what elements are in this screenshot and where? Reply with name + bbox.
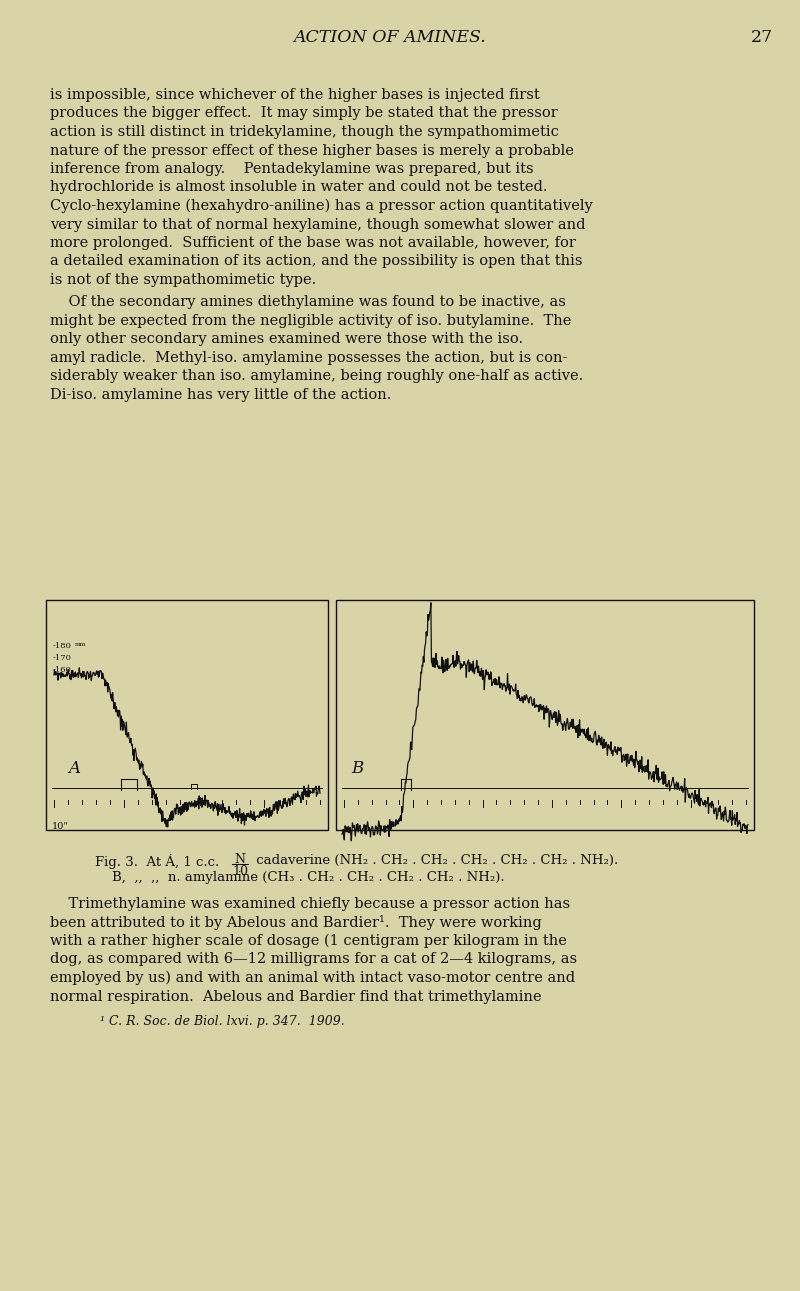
Text: very similar to that of normal hexylamine, though somewhat slower and: very similar to that of normal hexylamin…: [50, 217, 586, 231]
Text: A: A: [68, 760, 80, 777]
Text: produces the bigger effect.  It may simply be stated that the pressor: produces the bigger effect. It may simpl…: [50, 106, 558, 120]
Text: N: N: [234, 853, 246, 866]
Text: more prolonged.  Sufficient of the base was not available, however, for: more prolonged. Sufficient of the base w…: [50, 236, 576, 250]
Text: is not of the sympathomimetic type.: is not of the sympathomimetic type.: [50, 272, 316, 287]
Text: -160: -160: [53, 666, 72, 674]
Text: -170: -170: [53, 655, 72, 662]
Bar: [46, 600, 328, 830]
Text: with a rather higher scale of dosage (1 centigram per kilogram in the: with a rather higher scale of dosage (1 …: [50, 933, 567, 949]
Text: amyl radicle.  Methyl-iso. amylamine possesses the action, but is con-: amyl radicle. Methyl-iso. amylamine poss…: [50, 351, 567, 364]
Text: Trimethylamine was examined chiefly because a pressor action has: Trimethylamine was examined chiefly beca…: [50, 897, 570, 911]
Text: inference from analogy.    Pentadekylamine was prepared, but its: inference from analogy. Pentadekylamine …: [50, 161, 534, 176]
Text: might be expected from the negligible activity of iso. butylamine.  The: might be expected from the negligible ac…: [50, 314, 571, 328]
Text: dog, as compared with 6—12 milligrams for a cat of 2—4 kilograms, as: dog, as compared with 6—12 milligrams fo…: [50, 953, 577, 967]
Text: nature of the pressor effect of these higher bases is merely a probable: nature of the pressor effect of these hi…: [50, 143, 574, 158]
Text: Fig. 3.  At Á, 1 c.c.: Fig. 3. At Á, 1 c.c.: [95, 855, 228, 869]
Text: B,  ,,  ,,  n. amylamine (CH₃ . CH₂ . CH₂ . CH₂ . CH₂ . NH₂).: B, ,, ,, n. amylamine (CH₃ . CH₂ . CH₂ .…: [95, 871, 505, 884]
Text: mm: mm: [75, 642, 86, 647]
Text: employed by us) and with an animal with intact vaso-motor centre and: employed by us) and with an animal with …: [50, 971, 575, 985]
Text: hydrochloride is almost insoluble in water and could not be tested.: hydrochloride is almost insoluble in wat…: [50, 181, 547, 195]
Text: 10": 10": [52, 822, 69, 831]
Text: 27: 27: [751, 30, 773, 46]
Text: been attributed to it by Abelous and Bardier¹.  They were working: been attributed to it by Abelous and Bar…: [50, 915, 542, 931]
Text: is impossible, since whichever of the higher bases is injected first: is impossible, since whichever of the hi…: [50, 88, 540, 102]
Text: action is still distinct in tridekylamine, though the sympathomimetic: action is still distinct in tridekylamin…: [50, 125, 559, 139]
Text: cadaverine (NH₂ . CH₂ . CH₂ . CH₂ . CH₂ . CH₂ . NH₂).: cadaverine (NH₂ . CH₂ . CH₂ . CH₂ . CH₂ …: [252, 855, 618, 868]
Text: ¹ C. R. Soc. de Biol. lxvi. p. 347.  1909.: ¹ C. R. Soc. de Biol. lxvi. p. 347. 1909…: [100, 1016, 345, 1029]
Text: -180: -180: [53, 642, 72, 649]
Text: normal respiration.  Abelous and Bardier find that trimethylamine: normal respiration. Abelous and Bardier …: [50, 989, 542, 1003]
Text: Di-iso. amylamine has very little of the action.: Di-iso. amylamine has very little of the…: [50, 387, 391, 402]
Text: a detailed examination of its action, and the possibility is open that this: a detailed examination of its action, an…: [50, 254, 582, 269]
Bar: [336, 600, 754, 830]
Text: siderably weaker than iso. amylamine, being roughly one-half as active.: siderably weaker than iso. amylamine, be…: [50, 369, 583, 383]
Text: only other secondary amines examined were those with the iso.: only other secondary amines examined wer…: [50, 332, 523, 346]
Text: 10: 10: [232, 865, 248, 878]
Text: Of the secondary amines diethylamine was found to be inactive, as: Of the secondary amines diethylamine was…: [50, 296, 566, 310]
Text: ACTION OF AMINES.: ACTION OF AMINES.: [294, 30, 486, 46]
Text: Cyclo-hexylamine (hexahydro-aniline) has a pressor action quantitatively: Cyclo-hexylamine (hexahydro-aniline) has…: [50, 199, 593, 213]
Text: B: B: [351, 760, 363, 777]
